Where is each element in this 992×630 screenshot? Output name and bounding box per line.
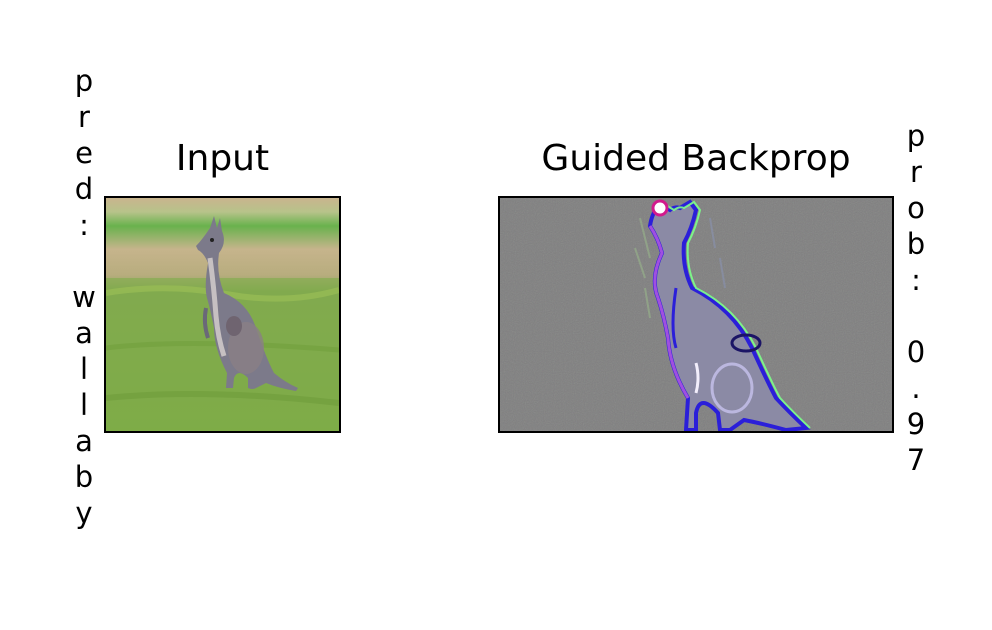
label-char: r (78, 100, 90, 134)
label-char: p (906, 119, 926, 153)
label-char (896, 298, 936, 334)
label-char: e (75, 136, 93, 170)
label-char: w (72, 280, 96, 314)
kangaroo-saliency-map (500, 198, 892, 431)
label-char: p (74, 64, 94, 98)
label-char: : (911, 263, 921, 297)
label-char: 0 (906, 335, 926, 369)
label-char: b (74, 460, 94, 494)
label-char: : (79, 208, 89, 242)
label-char: y (75, 496, 93, 530)
label-char: d (74, 172, 94, 206)
input-panel-title: Input (175, 138, 270, 179)
kangaroo-photo (106, 198, 339, 431)
label-char: 7 (906, 443, 926, 477)
label-char: b (906, 227, 926, 261)
label-char: . (911, 371, 921, 405)
label-char: a (75, 316, 93, 350)
guided-backprop-image (498, 196, 894, 433)
label-char: l (79, 352, 89, 386)
input-image (104, 196, 341, 433)
label-char: r (910, 155, 922, 189)
label-char: 9 (906, 407, 926, 441)
label-char (64, 243, 104, 279)
guided-backprop-panel-title: Guided Backprop (541, 138, 851, 179)
label-char: o (907, 191, 925, 225)
label-char: l (79, 388, 89, 422)
label-char: a (75, 424, 93, 458)
